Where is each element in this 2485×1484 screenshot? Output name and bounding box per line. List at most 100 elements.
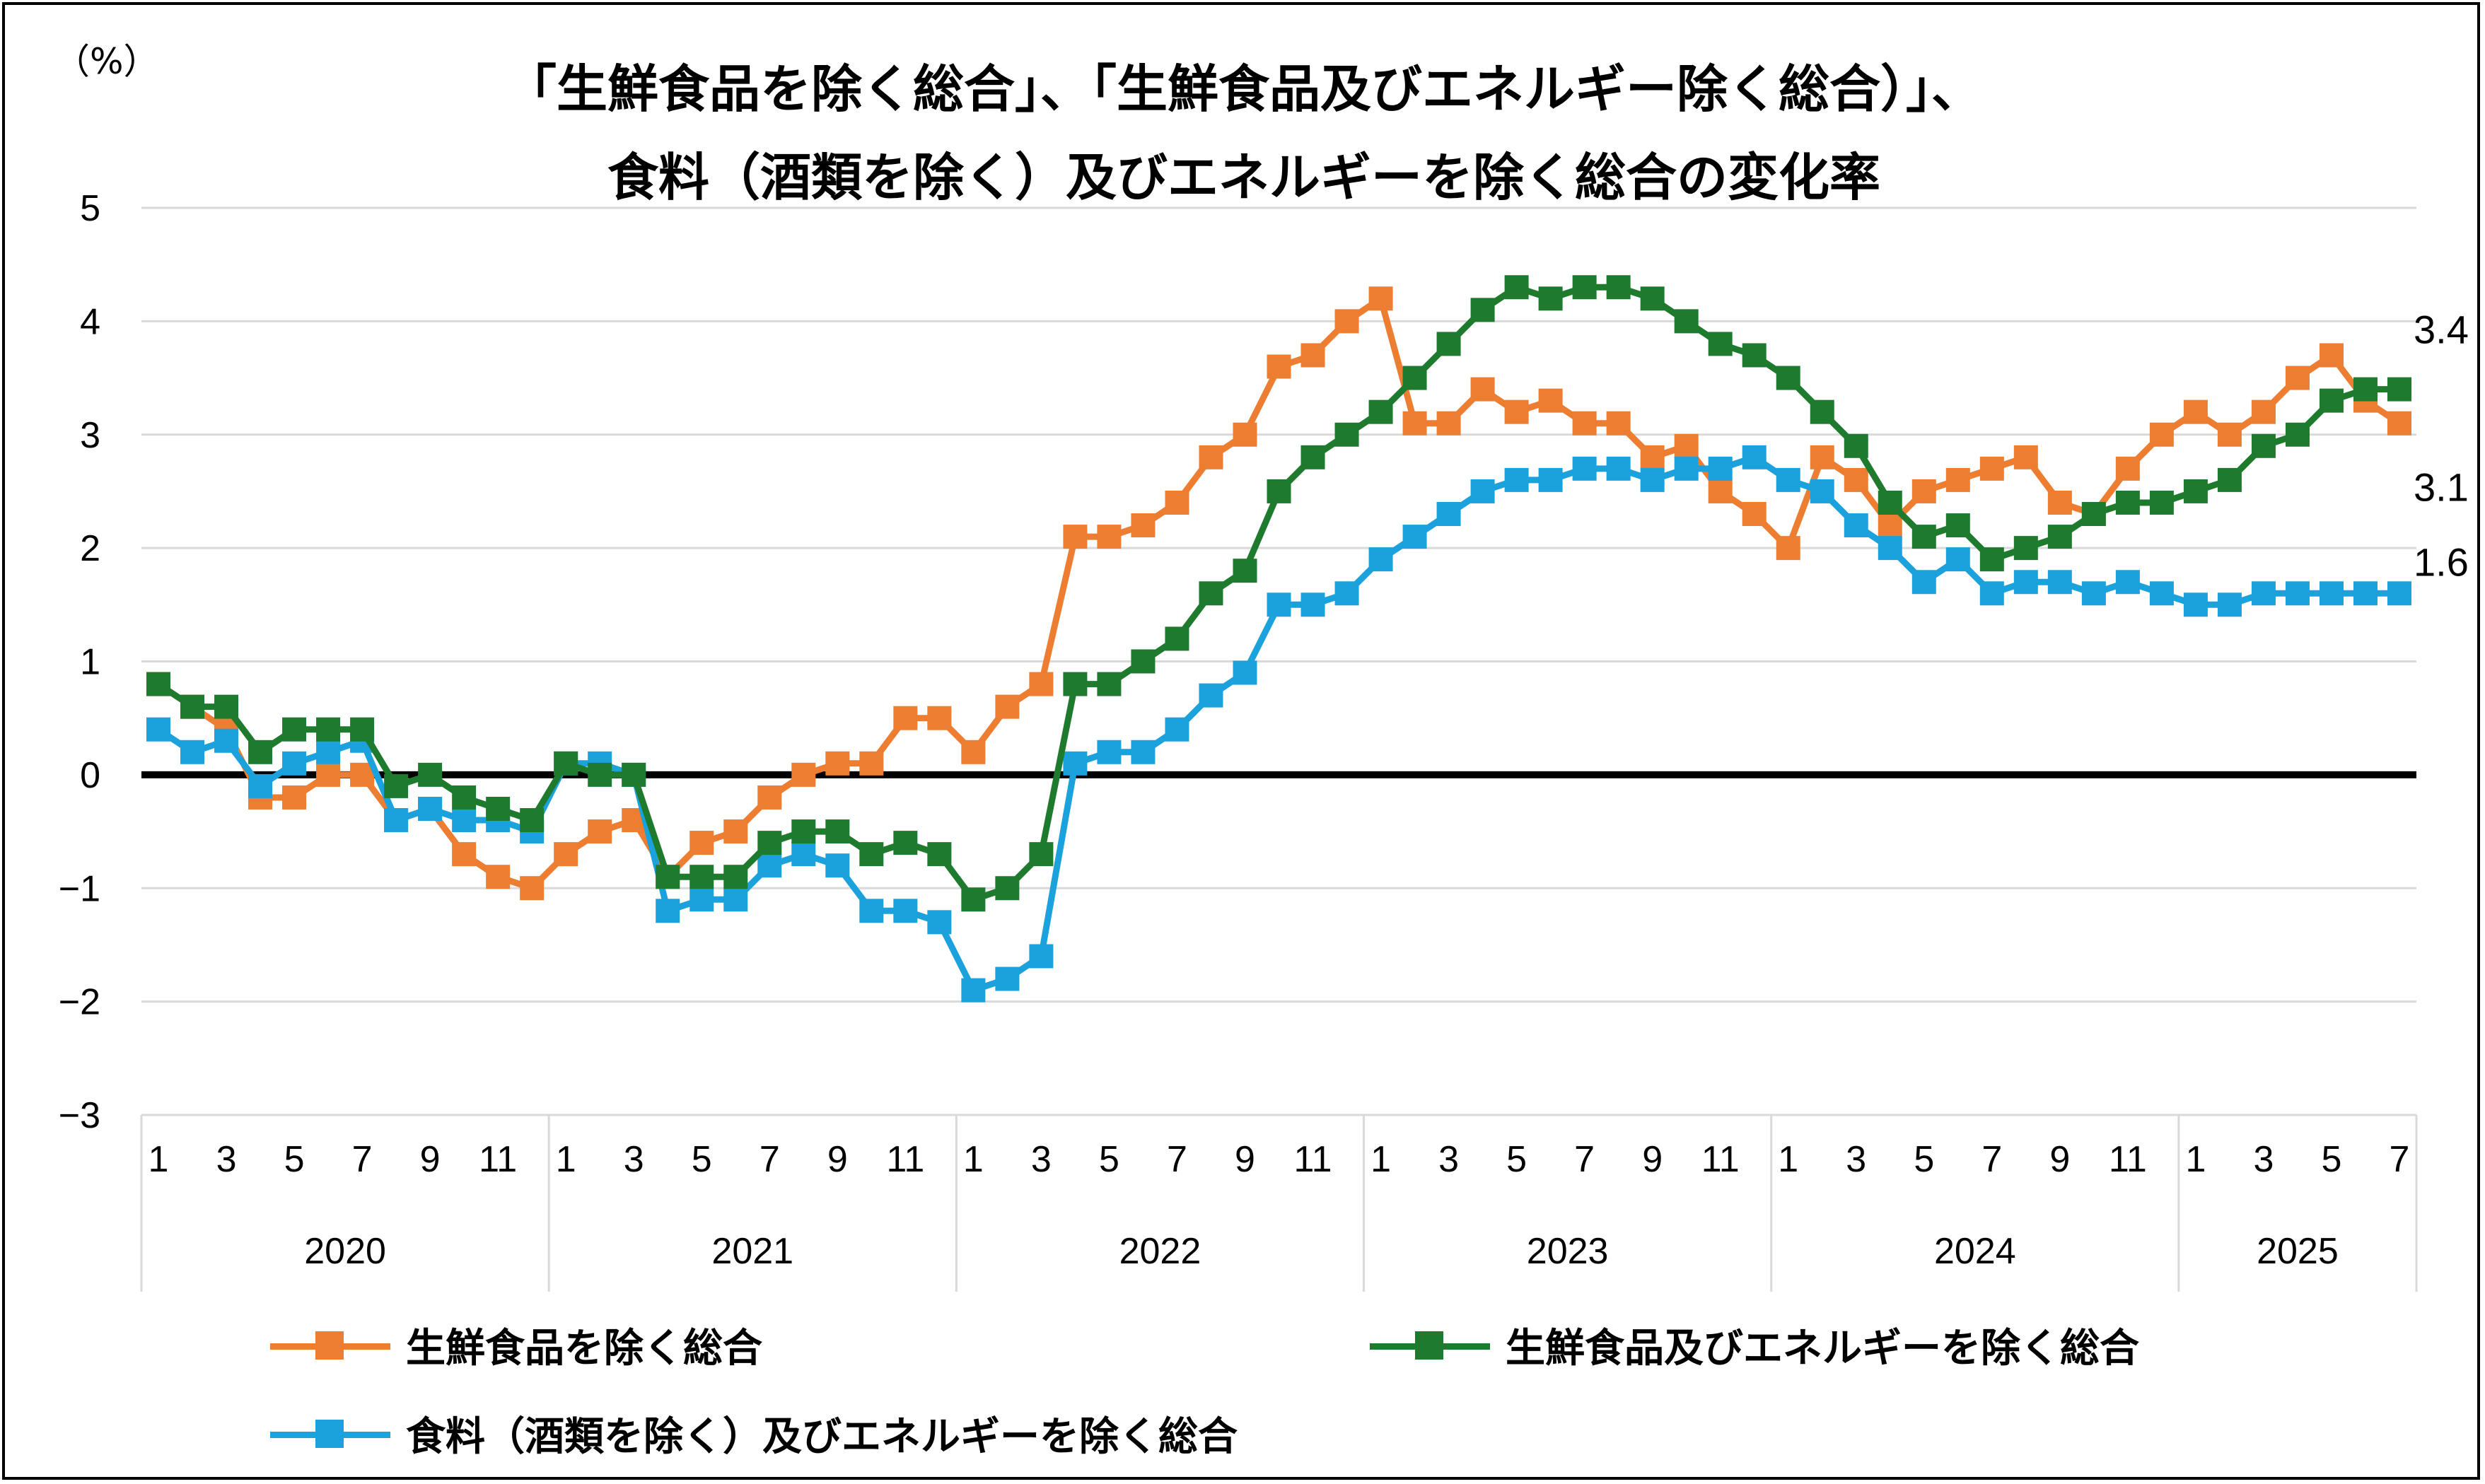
data-point-marker xyxy=(1504,399,1529,424)
data-point-marker xyxy=(1945,513,1970,538)
data-point-marker xyxy=(825,751,850,776)
data-point-marker xyxy=(146,717,171,742)
month-tick-label: 7 xyxy=(2390,1139,2410,1180)
y-tick-label: 5 xyxy=(80,188,100,229)
year-label: 2020 xyxy=(304,1231,386,1272)
month-tick-label: 7 xyxy=(760,1139,780,1180)
data-point-marker xyxy=(1606,456,1631,481)
month-tick-label: 3 xyxy=(624,1139,644,1180)
data-point-marker xyxy=(1945,467,1970,492)
data-point-marker xyxy=(1470,377,1495,402)
data-point-marker xyxy=(1029,672,1054,696)
chart-title-line-2: 食料（酒類を除く）及びエネルギーを除く総合の変化率 xyxy=(607,148,1880,207)
data-point-marker xyxy=(2013,570,2038,595)
data-point-marker xyxy=(248,740,273,764)
data-point-marker xyxy=(1979,456,2004,481)
data-point-marker xyxy=(1334,422,1359,447)
y-tick-label: 0 xyxy=(80,755,100,796)
y-tick-label: −2 xyxy=(59,982,100,1023)
data-point-marker xyxy=(2183,479,2208,503)
month-tick-label: 11 xyxy=(479,1139,517,1180)
data-point-marker xyxy=(2353,581,2378,606)
month-tick-label: 5 xyxy=(1914,1139,1934,1180)
data-point-marker xyxy=(1538,286,1563,311)
data-point-marker xyxy=(2081,502,2106,527)
data-point-marker xyxy=(2013,536,2038,561)
month-tick-label: 9 xyxy=(1642,1139,1663,1180)
data-point-marker xyxy=(2183,399,2208,424)
year-label: 2023 xyxy=(1527,1231,1609,1272)
month-tick-label: 7 xyxy=(1167,1139,1187,1180)
data-point-marker xyxy=(316,717,341,742)
data-point-marker xyxy=(1131,513,1156,538)
data-point-marker xyxy=(350,717,375,742)
data-point-marker xyxy=(1708,456,1733,481)
month-tick-label: 5 xyxy=(2322,1139,2342,1180)
data-point-marker xyxy=(384,808,409,833)
data-point-marker xyxy=(1911,479,1936,503)
data-point-marker xyxy=(1776,366,1800,390)
data-point-marker xyxy=(180,740,205,764)
data-point-marker xyxy=(927,842,952,867)
data-point-marker xyxy=(2047,490,2072,515)
y-tick-label: 4 xyxy=(80,301,100,342)
data-point-marker xyxy=(1844,467,1868,492)
data-point-marker xyxy=(893,899,918,923)
data-point-marker xyxy=(1199,445,1223,469)
data-point-marker xyxy=(1640,445,1665,469)
month-tick-label: 9 xyxy=(1235,1139,1255,1180)
data-point-marker xyxy=(2251,433,2276,458)
data-point-marker xyxy=(1776,536,1800,561)
y-tick-label: −3 xyxy=(59,1095,100,1136)
data-point-marker xyxy=(2319,581,2344,606)
data-point-marker xyxy=(1436,502,1461,527)
data-point-marker xyxy=(723,819,748,844)
data-point-marker xyxy=(791,842,816,867)
data-point-marker xyxy=(214,694,239,719)
data-point-marker xyxy=(1606,411,1631,436)
data-point-marker xyxy=(2387,411,2411,436)
data-point-marker xyxy=(1504,275,1529,300)
data-point-marker xyxy=(214,728,239,753)
y-tick-label: 1 xyxy=(80,642,100,683)
y-axis-unit-label: （%） xyxy=(54,41,159,82)
data-point-marker xyxy=(486,865,511,889)
data-point-marker xyxy=(1878,513,1902,538)
legend-swatch-orange xyxy=(270,1324,390,1367)
month-tick-label: 1 xyxy=(149,1139,169,1180)
data-point-marker xyxy=(2217,422,2242,447)
data-point-marker xyxy=(1470,479,1495,503)
month-tick-label: 1 xyxy=(556,1139,576,1180)
data-point-marker xyxy=(995,876,1020,901)
data-point-marker xyxy=(1640,467,1665,492)
data-point-marker xyxy=(1097,740,1122,764)
data-point-marker xyxy=(2149,422,2174,447)
data-point-marker xyxy=(452,808,477,833)
data-point-marker xyxy=(1776,467,1800,492)
data-point-marker xyxy=(1504,467,1529,492)
data-point-marker xyxy=(723,887,748,912)
legend-item-us-style-core-cpi: 食料（酒類を除く）及びエネルギーを除く総合 xyxy=(270,1405,1238,1462)
data-point-marker xyxy=(2251,399,2276,424)
month-tick-label: 7 xyxy=(1981,1139,2002,1180)
data-point-marker xyxy=(1844,433,1868,458)
data-point-marker xyxy=(1742,445,1767,469)
data-point-marker xyxy=(791,762,816,787)
month-tick-label: 1 xyxy=(1370,1139,1391,1180)
data-point-marker xyxy=(1165,490,1189,515)
data-point-marker xyxy=(1402,525,1427,549)
month-tick-label: 9 xyxy=(827,1139,848,1180)
data-point-marker xyxy=(1267,354,1291,379)
data-point-marker xyxy=(2285,366,2310,390)
data-point-marker xyxy=(1131,649,1156,674)
data-point-marker xyxy=(656,865,680,889)
data-point-marker xyxy=(1368,286,1393,311)
data-point-marker xyxy=(2183,592,2208,617)
month-tick-label: 7 xyxy=(1574,1139,1595,1180)
data-point-marker xyxy=(1606,275,1631,300)
data-point-marker xyxy=(2115,490,2140,515)
data-point-marker xyxy=(1063,751,1088,776)
month-tick-label: 9 xyxy=(2049,1139,2070,1180)
data-point-marker xyxy=(1572,275,1597,300)
month-tick-label: 3 xyxy=(1846,1139,1866,1180)
